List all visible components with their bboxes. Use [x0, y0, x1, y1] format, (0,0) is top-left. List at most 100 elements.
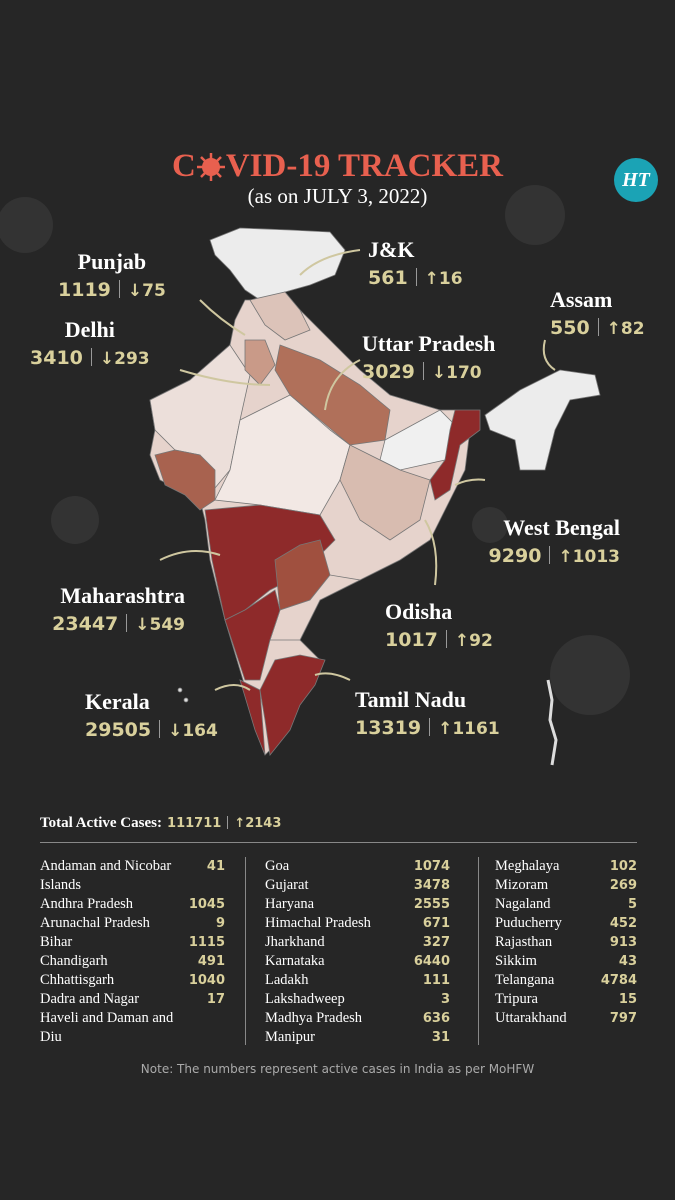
table-row: Karnataka 6440 — [265, 952, 450, 971]
table-row: Andaman and Nicobar Islands 41 — [40, 857, 225, 895]
active-cases: 3029 — [362, 361, 415, 383]
state-name: Goa — [265, 858, 290, 874]
active-cases: 17 — [206, 992, 225, 1007]
active-cases: 452 — [609, 916, 637, 931]
table-row: Rajasthan 913 — [495, 933, 637, 952]
state-name: Jharkhand — [265, 934, 325, 950]
state-name: Dadra and Nagar Haveli and Daman and Diu — [40, 991, 174, 1045]
title-part: VID-19 TRACKER — [225, 148, 503, 184]
state-name: Uttar Pradesh — [362, 331, 496, 356]
change: ↓75 — [127, 281, 166, 301]
active-cases: 1119 — [58, 279, 111, 301]
state-name: Rajasthan — [495, 934, 553, 950]
active-cases: 1017 — [385, 629, 438, 651]
state-name: West Bengal — [503, 515, 620, 540]
table-row: Manipur 31 — [265, 1028, 450, 1047]
arrows — [159, 249, 556, 691]
change: ↑1013 — [558, 547, 620, 567]
divider — [40, 842, 637, 843]
state-figures: 561 ↑16 — [368, 264, 463, 293]
active-cases: 5 — [627, 897, 637, 912]
state-name: J&K — [368, 237, 415, 262]
active-cases: 3 — [440, 992, 450, 1007]
change: ↑92 — [454, 631, 493, 651]
state-name: Uttarakhand — [495, 1010, 567, 1026]
table-row: Jharkhand 327 — [265, 933, 450, 952]
state-name: Telangana — [495, 972, 555, 988]
total-label: Total Active Cases: — [40, 815, 162, 831]
title: C VID-19 TRACKER — [0, 148, 675, 185]
active-cases: 4784 — [600, 973, 637, 988]
active-cases: 6440 — [413, 954, 450, 969]
active-cases: 102 — [609, 859, 637, 874]
table-row: Madhya Pradesh 636 — [265, 1009, 450, 1028]
total-change: ↑2143 — [234, 816, 282, 831]
state-name: Lakshadweep — [265, 991, 345, 1007]
active-cases: 913 — [609, 935, 637, 950]
state-name: Puducherry — [495, 915, 562, 931]
state-name: Andhra Pradesh — [40, 896, 134, 912]
state-name: Bihar — [40, 934, 73, 950]
active-cases: 3478 — [413, 878, 450, 893]
callout: Maharashtra 23447 ↓549 — [52, 582, 185, 639]
table-row: Uttarakhand 797 — [495, 1009, 637, 1028]
table-row: Bihar 1115 — [40, 933, 225, 952]
change: ↓293 — [99, 349, 150, 369]
active-cases: 269 — [609, 878, 637, 893]
active-cases: 561 — [368, 267, 408, 289]
active-cases: 15 — [618, 992, 637, 1007]
state-name: Gujarat — [265, 877, 309, 893]
logo: HT — [614, 158, 658, 202]
table-row: Sikkim 43 — [495, 952, 637, 971]
table-row: Meghalaya 102 — [495, 857, 637, 876]
state-figures: 550 ↑82 — [550, 314, 645, 343]
table-row: Haryana 2555 — [265, 895, 450, 914]
callout: West Bengal 9290 ↑1013 — [489, 514, 620, 571]
active-cases: 13319 — [355, 717, 422, 739]
state-name: Himachal Pradesh — [265, 915, 371, 931]
table-row: Tripura 15 — [495, 990, 637, 1009]
divider — [245, 857, 246, 1045]
active-cases: 671 — [422, 916, 450, 931]
total: Total Active Cases: 111711 ↑2143 — [40, 812, 281, 832]
active-cases: 31 — [431, 1030, 450, 1045]
state-name: Sikkim — [495, 953, 537, 969]
state-name: Kerala — [85, 689, 150, 714]
table-row: Himachal Pradesh 671 — [265, 914, 450, 933]
active-cases: 636 — [422, 1011, 450, 1026]
table-column: Goa 1074 Gujarat 3478 Haryana 2555 Himachal Pr… — [265, 857, 450, 1047]
divider — [478, 857, 479, 1045]
state-name: Nagaland — [495, 896, 551, 912]
active-cases: 9 — [215, 916, 225, 931]
callout: Uttar Pradesh 3029 ↓170 — [362, 330, 495, 387]
table-row: Mizoram 269 — [495, 876, 637, 895]
state-figures: 3029 ↓170 — [362, 358, 495, 387]
active-cases: 43 — [618, 954, 637, 969]
callout: Kerala 29505 ↓164 — [85, 688, 218, 745]
virus-icon — [196, 152, 225, 181]
state-name: Chandigarh — [40, 953, 108, 969]
state-name: Maharashtra — [60, 583, 185, 608]
callout: Tamil Nadu 13319 ↑1161 — [355, 686, 500, 743]
state-figures: 1119 ↓75 — [58, 276, 166, 305]
state-name: Madhya Pradesh — [265, 1010, 363, 1026]
table-row: Chandigarh 491 — [40, 952, 225, 971]
active-cases: 3410 — [30, 347, 83, 369]
state-name: Meghalaya — [495, 858, 560, 874]
table-row: Goa 1074 — [265, 857, 450, 876]
state-name: Ladakh — [265, 972, 309, 988]
state-name: Odisha — [385, 599, 453, 624]
table-row: Dadra and Nagar Haveli and Daman and Diu… — [40, 990, 225, 1047]
active-cases: 327 — [422, 935, 450, 950]
change: ↑1161 — [438, 719, 500, 739]
active-cases: 29505 — [85, 719, 152, 741]
table-column: Meghalaya 102 Mizoram 269 Nagaland 5 Puducherr… — [495, 857, 637, 1028]
table-row: Andhra Pradesh 1045 — [40, 895, 225, 914]
active-cases: 2555 — [413, 897, 450, 912]
callout: Delhi 3410 ↓293 — [30, 316, 150, 373]
table-column: Andaman and Nicobar Islands 41 Andhra Prad… — [40, 857, 225, 1047]
state-name: Mizoram — [495, 877, 549, 893]
state-figures: 13319 ↑1161 — [355, 714, 500, 743]
change: ↓549 — [135, 615, 185, 635]
